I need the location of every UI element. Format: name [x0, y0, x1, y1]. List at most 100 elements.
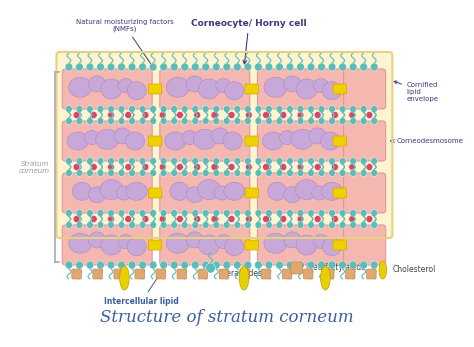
Ellipse shape: [295, 180, 318, 200]
Circle shape: [108, 111, 114, 118]
Text: Structure of stratum corneum: Structure of stratum corneum: [100, 310, 354, 327]
Circle shape: [276, 118, 283, 125]
Circle shape: [245, 221, 251, 229]
Circle shape: [265, 105, 272, 112]
Ellipse shape: [69, 233, 92, 253]
FancyBboxPatch shape: [148, 240, 162, 250]
Circle shape: [328, 261, 336, 269]
Ellipse shape: [69, 77, 92, 97]
Circle shape: [202, 63, 210, 71]
Circle shape: [108, 215, 114, 222]
Circle shape: [206, 263, 215, 273]
Ellipse shape: [311, 186, 327, 200]
Circle shape: [223, 261, 231, 269]
Circle shape: [350, 105, 356, 112]
Circle shape: [87, 105, 93, 112]
Ellipse shape: [166, 233, 189, 253]
Circle shape: [211, 215, 218, 222]
Circle shape: [371, 158, 378, 164]
Circle shape: [171, 158, 178, 164]
Circle shape: [177, 215, 183, 222]
FancyBboxPatch shape: [148, 84, 162, 94]
Circle shape: [308, 118, 314, 125]
Circle shape: [159, 215, 166, 222]
Circle shape: [263, 111, 269, 118]
Circle shape: [350, 221, 356, 229]
Circle shape: [297, 111, 304, 118]
Circle shape: [360, 221, 367, 229]
Circle shape: [314, 163, 321, 170]
Ellipse shape: [198, 180, 220, 200]
Ellipse shape: [320, 132, 340, 150]
Circle shape: [182, 169, 188, 177]
Ellipse shape: [211, 128, 228, 144]
Circle shape: [128, 261, 136, 269]
Circle shape: [329, 210, 336, 217]
FancyBboxPatch shape: [245, 240, 258, 250]
Text: Natural moisturizing factors
(NMFs): Natural moisturizing factors (NMFs): [75, 18, 173, 67]
Circle shape: [370, 63, 378, 71]
Circle shape: [276, 105, 283, 112]
Circle shape: [182, 105, 188, 112]
Circle shape: [366, 163, 373, 170]
Circle shape: [213, 221, 219, 229]
Circle shape: [139, 221, 146, 229]
Circle shape: [265, 63, 273, 71]
Circle shape: [287, 210, 293, 217]
Circle shape: [73, 111, 80, 118]
FancyBboxPatch shape: [333, 136, 346, 146]
Circle shape: [297, 105, 304, 112]
Circle shape: [202, 169, 209, 177]
Ellipse shape: [114, 128, 131, 144]
Circle shape: [97, 118, 104, 125]
FancyBboxPatch shape: [62, 225, 152, 265]
FancyBboxPatch shape: [160, 69, 250, 109]
Circle shape: [339, 261, 346, 269]
Circle shape: [228, 111, 235, 118]
Circle shape: [234, 158, 241, 164]
Ellipse shape: [193, 129, 216, 149]
Circle shape: [360, 63, 367, 71]
Circle shape: [182, 118, 188, 125]
Circle shape: [76, 169, 83, 177]
Ellipse shape: [127, 238, 146, 256]
Circle shape: [245, 158, 251, 164]
Circle shape: [108, 118, 114, 125]
Ellipse shape: [165, 132, 186, 150]
Circle shape: [139, 210, 146, 217]
Circle shape: [87, 221, 93, 229]
FancyBboxPatch shape: [148, 188, 162, 198]
FancyBboxPatch shape: [344, 173, 386, 213]
Ellipse shape: [186, 187, 203, 203]
Ellipse shape: [67, 132, 88, 150]
Circle shape: [97, 63, 104, 71]
FancyBboxPatch shape: [333, 240, 346, 250]
Ellipse shape: [186, 76, 203, 92]
Circle shape: [255, 105, 262, 112]
Circle shape: [192, 169, 199, 177]
Circle shape: [118, 105, 125, 112]
Ellipse shape: [239, 266, 249, 290]
Circle shape: [97, 158, 104, 164]
Circle shape: [160, 158, 167, 164]
FancyBboxPatch shape: [245, 188, 258, 198]
Circle shape: [142, 163, 149, 170]
Circle shape: [308, 210, 314, 217]
Circle shape: [276, 210, 283, 217]
Ellipse shape: [182, 130, 197, 145]
Circle shape: [329, 118, 336, 125]
FancyBboxPatch shape: [135, 269, 145, 279]
Ellipse shape: [89, 76, 106, 92]
Circle shape: [65, 210, 72, 217]
Circle shape: [125, 163, 132, 170]
Circle shape: [263, 215, 269, 222]
Circle shape: [360, 261, 367, 269]
Circle shape: [150, 158, 156, 164]
FancyBboxPatch shape: [283, 269, 292, 279]
Circle shape: [329, 221, 336, 229]
Circle shape: [139, 169, 146, 177]
Circle shape: [349, 63, 357, 71]
Circle shape: [192, 105, 199, 112]
Circle shape: [308, 158, 314, 164]
Circle shape: [129, 105, 136, 112]
